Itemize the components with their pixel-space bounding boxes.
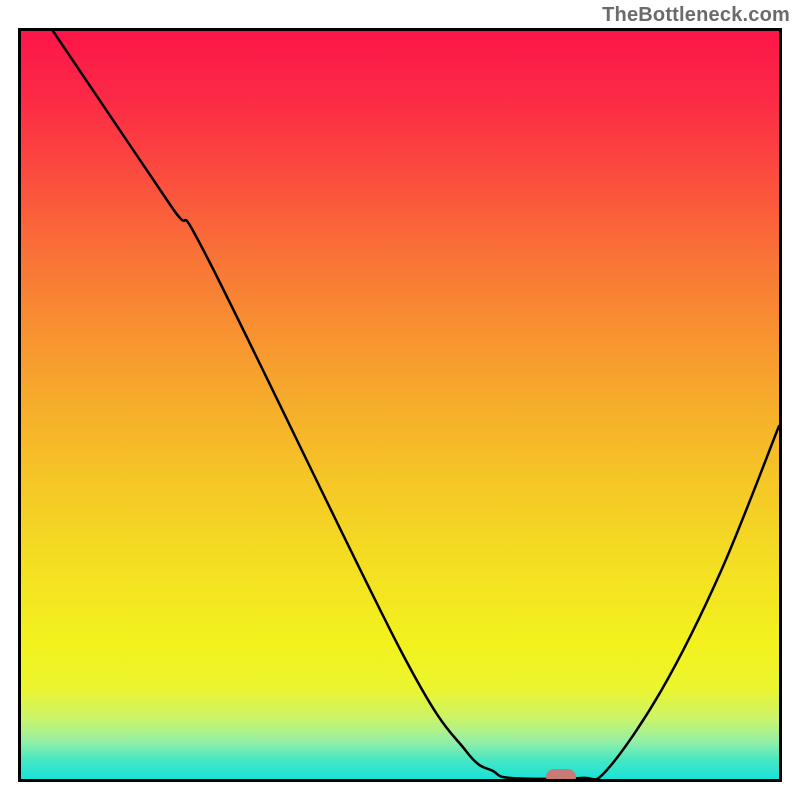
curve-path (53, 31, 779, 779)
watermark-label: TheBottleneck.com (602, 4, 790, 27)
bottleneck-curve (21, 31, 779, 779)
optimal-point-marker (546, 769, 576, 782)
plot-area (18, 28, 782, 782)
chart-frame: TheBottleneck.com (0, 0, 800, 800)
